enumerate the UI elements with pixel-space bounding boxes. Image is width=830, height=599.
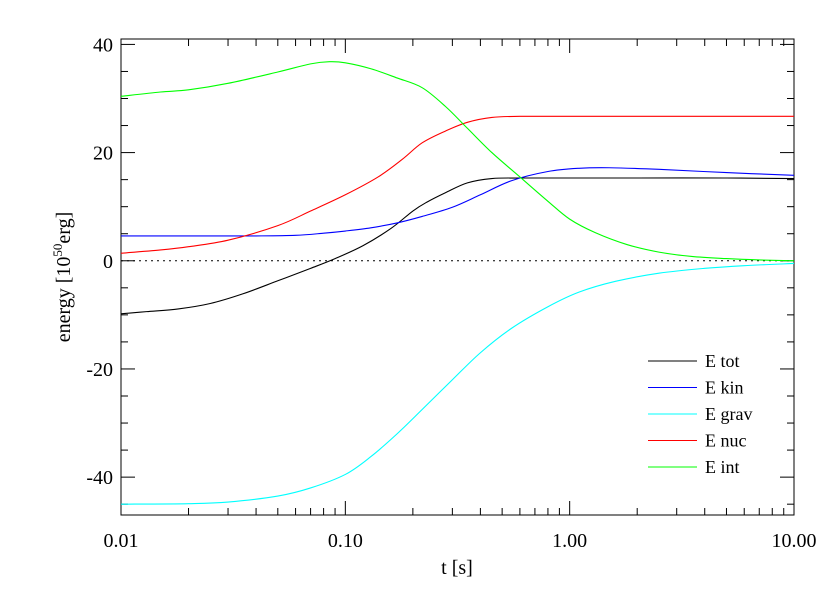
plot-frame: [120, 38, 795, 516]
legend-label-e-kin: E kin: [705, 378, 744, 398]
legend-label-e-nuc: E nuc: [705, 431, 746, 451]
y-tick-label: -40: [86, 467, 113, 489]
series-line-e-grav: [120, 262, 795, 505]
y-tick-label: 20: [93, 143, 113, 165]
axis-ticks: [120, 39, 795, 515]
x-tick-label: 1.00: [552, 530, 587, 552]
x-tick-label: 10.00: [772, 530, 817, 552]
series-line-e-kin: [120, 167, 795, 237]
x-axis-label: t [s]: [441, 557, 473, 579]
x-tick-label: 0.10: [328, 530, 363, 552]
x-tick-label: 0.01: [104, 530, 139, 552]
legend-label-e-grav: E grav: [705, 404, 752, 424]
series-lines: [120, 61, 795, 505]
legend-label-e-int: E int: [705, 457, 740, 477]
y-axis-label-exponent: 50: [50, 244, 65, 257]
legend: E tot E kin E grav E nuc E int: [648, 351, 752, 477]
y-axis-label-prefix: energy [10: [53, 257, 75, 343]
y-axis-label-suffix: erg]: [53, 212, 75, 244]
legend-label-e-tot: E tot: [705, 351, 740, 371]
y-tick-label: 0: [103, 251, 113, 273]
y-tick-label: 40: [93, 34, 113, 56]
y-axis-label: energy [1050erg]: [50, 212, 75, 343]
y-tick-label: -20: [86, 359, 113, 381]
series-line-e-nuc: [120, 115, 794, 254]
series-line-e-int: [120, 61, 795, 262]
axis-tick-labels: 0.01 0.10 1.00 10.00 -40 -20 0 20 40: [86, 34, 816, 552]
series-line-e-tot: [120, 177, 795, 315]
